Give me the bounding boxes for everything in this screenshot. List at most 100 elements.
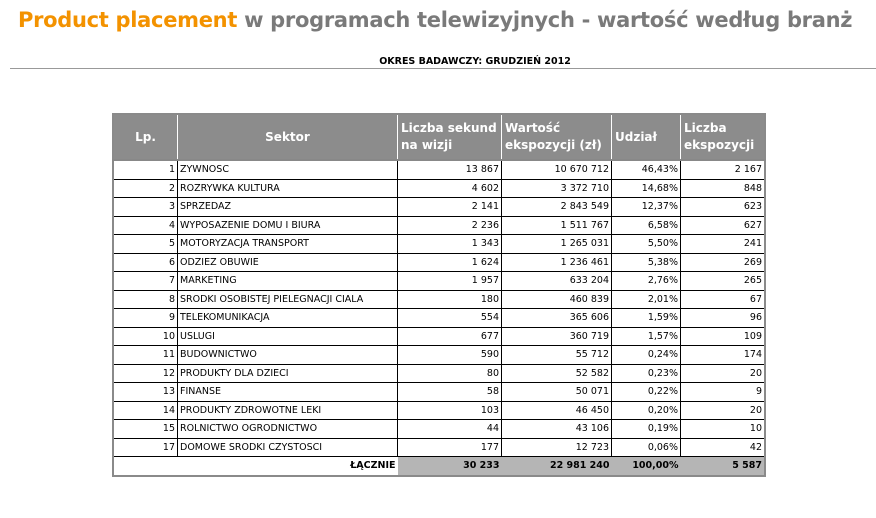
row-seconds: 677 — [397, 327, 502, 346]
row-lp: 4 — [113, 216, 178, 235]
row-lp: 17 — [113, 438, 178, 457]
row-share: 14,68% — [611, 179, 681, 198]
table-row: 13 FINANSE 58 50 071 0,22% 9 — [113, 382, 766, 402]
row-seconds: 1 343 — [397, 234, 502, 254]
row-share: 0,24% — [611, 345, 681, 365]
row-count: 96 — [680, 308, 766, 328]
row-lp: 14 — [113, 401, 178, 420]
page-title: Product placement w programach telewizyj… — [18, 8, 852, 32]
table-row: 1 ZYWNOSC 13 867 10 670 712 46,43% 2 167 — [113, 159, 766, 180]
row-share: 1,59% — [611, 308, 681, 328]
row-seconds: 44 — [397, 419, 502, 439]
row-sektor: MOTORYZACJA TRANSPORT — [177, 234, 398, 254]
total-count: 5 587 — [680, 456, 765, 476]
total-row: ŁĄCZNIE 30 233 22 981 240 100,00% 5 587 — [113, 456, 765, 476]
row-share: 1,57% — [611, 327, 681, 346]
row-share: 0,23% — [611, 364, 681, 383]
total-share: 100,00% — [611, 456, 681, 476]
row-lp: 15 — [113, 419, 178, 439]
row-sektor: ROLNICTWO OGRODNICTWO — [177, 419, 398, 439]
row-count: 174 — [680, 345, 766, 365]
header-sektor: Sektor — [177, 114, 398, 160]
table-row: 10 USLUGI 677 360 719 1,57% 109 — [113, 327, 766, 346]
row-value: 12 723 — [501, 438, 612, 457]
row-value: 1 236 461 — [501, 253, 612, 272]
header-share: Udział — [611, 114, 681, 160]
data-table: Lp. Sektor Liczba sekund na wizji Wartoś… — [112, 113, 766, 477]
row-share: 6,58% — [611, 216, 681, 235]
row-value: 55 712 — [501, 345, 612, 365]
row-value: 46 450 — [501, 401, 612, 420]
total-label: ŁĄCZNIE — [113, 456, 398, 476]
row-value: 3 372 710 — [501, 179, 612, 198]
row-lp: 7 — [113, 271, 178, 291]
header-value: Wartość ekspozycji (zł) — [501, 114, 612, 160]
row-seconds: 1 957 — [397, 271, 502, 291]
divider — [10, 68, 876, 69]
row-sektor: MARKETING — [177, 271, 398, 291]
row-share: 0,20% — [611, 401, 681, 420]
title-accent: Product placement — [18, 8, 238, 32]
header-seconds: Liczba sekund na wizji — [397, 114, 502, 160]
row-count: 627 — [680, 216, 766, 235]
row-lp: 5 — [113, 234, 178, 254]
row-count: 848 — [680, 179, 766, 198]
total-value: 22 981 240 — [501, 456, 612, 476]
row-count: 2 167 — [680, 159, 766, 180]
row-seconds: 177 — [397, 438, 502, 457]
row-count: 265 — [680, 271, 766, 291]
row-value: 52 582 — [501, 364, 612, 383]
row-count: 10 — [680, 419, 766, 439]
row-lp: 1 — [113, 159, 178, 180]
row-share: 5,38% — [611, 253, 681, 272]
subtitle: OKRES BADAWCZY: GRUDZIEŃ 2012 — [379, 56, 571, 67]
row-lp: 11 — [113, 345, 178, 365]
row-count: 20 — [680, 401, 766, 420]
header-row: Lp. Sektor Liczba sekund na wizji Wartoś… — [113, 114, 765, 160]
row-share: 46,43% — [611, 159, 681, 180]
row-lp: 2 — [113, 179, 178, 198]
row-sektor: ODZIEZ OBUWIE — [177, 253, 398, 272]
table-row: 8 SRODKI OSOBISTEJ PIELEGNACJI CIALA 180 46… — [113, 290, 766, 309]
row-seconds: 2 141 — [397, 197, 502, 217]
row-sektor: ROZRYWKA KULTURA — [177, 179, 398, 198]
row-seconds: 13 867 — [397, 159, 502, 180]
row-seconds: 2 236 — [397, 216, 502, 235]
row-seconds: 590 — [397, 345, 502, 365]
row-count: 109 — [680, 327, 766, 346]
row-lp: 3 — [113, 197, 178, 217]
row-seconds: 58 — [397, 382, 502, 402]
row-sektor: SRODKI OSOBISTEJ PIELEGNACJI CIALA — [177, 290, 398, 309]
title-rest: w programach telewizyjnych - wartość wed… — [237, 8, 853, 32]
row-share: 0,22% — [611, 382, 681, 402]
row-share: 2,01% — [611, 290, 681, 309]
row-sektor: ZYWNOSC — [177, 159, 398, 180]
total-seconds: 30 233 — [397, 456, 502, 476]
row-seconds: 103 — [397, 401, 502, 420]
header-lp: Lp. — [113, 114, 178, 160]
row-sektor: WYPOSAZENIE DOMU I BIURA — [177, 216, 398, 235]
row-count: 42 — [680, 438, 766, 457]
row-lp: 13 — [113, 382, 178, 402]
table-row: 5 MOTORYZACJA TRANSPORT 1 343 1 265 031 5,50… — [113, 234, 766, 254]
row-seconds: 180 — [397, 290, 502, 309]
row-lp: 12 — [113, 364, 178, 383]
row-sektor: BUDOWNICTWO — [177, 345, 398, 365]
row-lp: 9 — [113, 308, 178, 328]
table-row: 2 ROZRYWKA KULTURA 4 602 3 372 710 14,68% 848 — [113, 179, 766, 198]
row-count: 20 — [680, 364, 766, 383]
row-value: 360 719 — [501, 327, 612, 346]
row-value: 460 839 — [501, 290, 612, 309]
row-share: 2,76% — [611, 271, 681, 291]
row-count: 241 — [680, 234, 766, 254]
row-share: 0,06% — [611, 438, 681, 457]
table-row: 17 DOMOWE SRODKI CZYSTOSCI 177 12 723 0,06% 4… — [113, 438, 766, 457]
row-count: 623 — [680, 197, 766, 217]
row-count: 269 — [680, 253, 766, 272]
row-count: 9 — [680, 382, 766, 402]
table-row: 6 ODZIEZ OBUWIE 1 624 1 236 461 5,38% 269 — [113, 253, 766, 272]
row-value: 10 670 712 — [501, 159, 612, 180]
row-sektor: SPRZEDAZ — [177, 197, 398, 217]
row-sektor: FINANSE — [177, 382, 398, 402]
row-share: 12,37% — [611, 197, 681, 217]
